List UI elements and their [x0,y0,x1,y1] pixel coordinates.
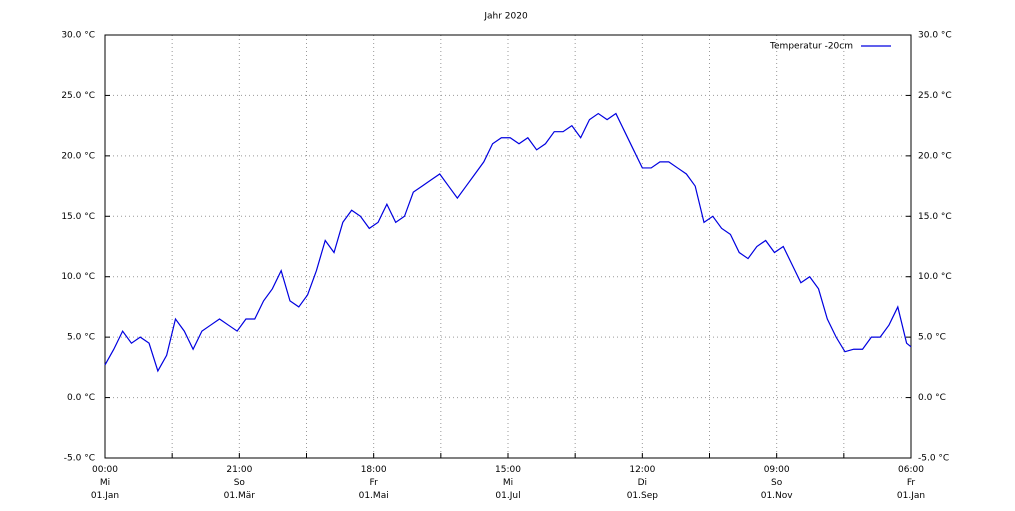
y-tick-label: 25.0 °C [61,91,95,101]
y2-tick-label: 30.0 °C [918,31,952,41]
y-tick-label: -5.0 °C [64,454,95,464]
plot-frame [104,34,912,459]
legend-label: Temperatur -20cm [769,42,853,52]
y2-tick-label: 0.0 °C [918,393,946,403]
y2-tick-label: 20.0 °C [918,151,952,161]
y2-tick-label: 25.0 °C [918,91,952,101]
series-line [104,112,912,373]
x-tick-label: 12:00 Di 01.Sep [627,465,659,501]
x-tick-label: 09:00 So 01.Nov [761,465,794,501]
x-tick-label: 06:00 Fr 01.Jan [897,465,925,501]
y-tick-label: 10.0 °C [61,272,95,282]
y-tick-label: 20.0 °C [61,151,95,161]
y-tick-label: 0.0 °C [67,393,95,403]
y2-tick-label: 10.0 °C [918,272,952,282]
y2-tick-label: 15.0 °C [918,212,952,222]
x-tick-label: 18:00 Fr 01.Mai [359,465,389,501]
y2-tick-label: -5.0 °C [918,454,949,464]
x-tick-label: 21:00 So 01.Mär [224,465,256,501]
x-tick-label: 15:00 Mi 01.Jul [495,465,521,501]
y-tick-label: 30.0 °C [61,31,95,41]
y2-tick-label: 5.0 °C [918,333,946,343]
chart-title: Jahr 2020 [483,12,528,22]
y-tick-label: 15.0 °C [61,212,95,222]
x-tick-label: 00:00 Mi 01.Jan [91,465,119,501]
y-tick-label: 5.0 °C [67,333,95,343]
